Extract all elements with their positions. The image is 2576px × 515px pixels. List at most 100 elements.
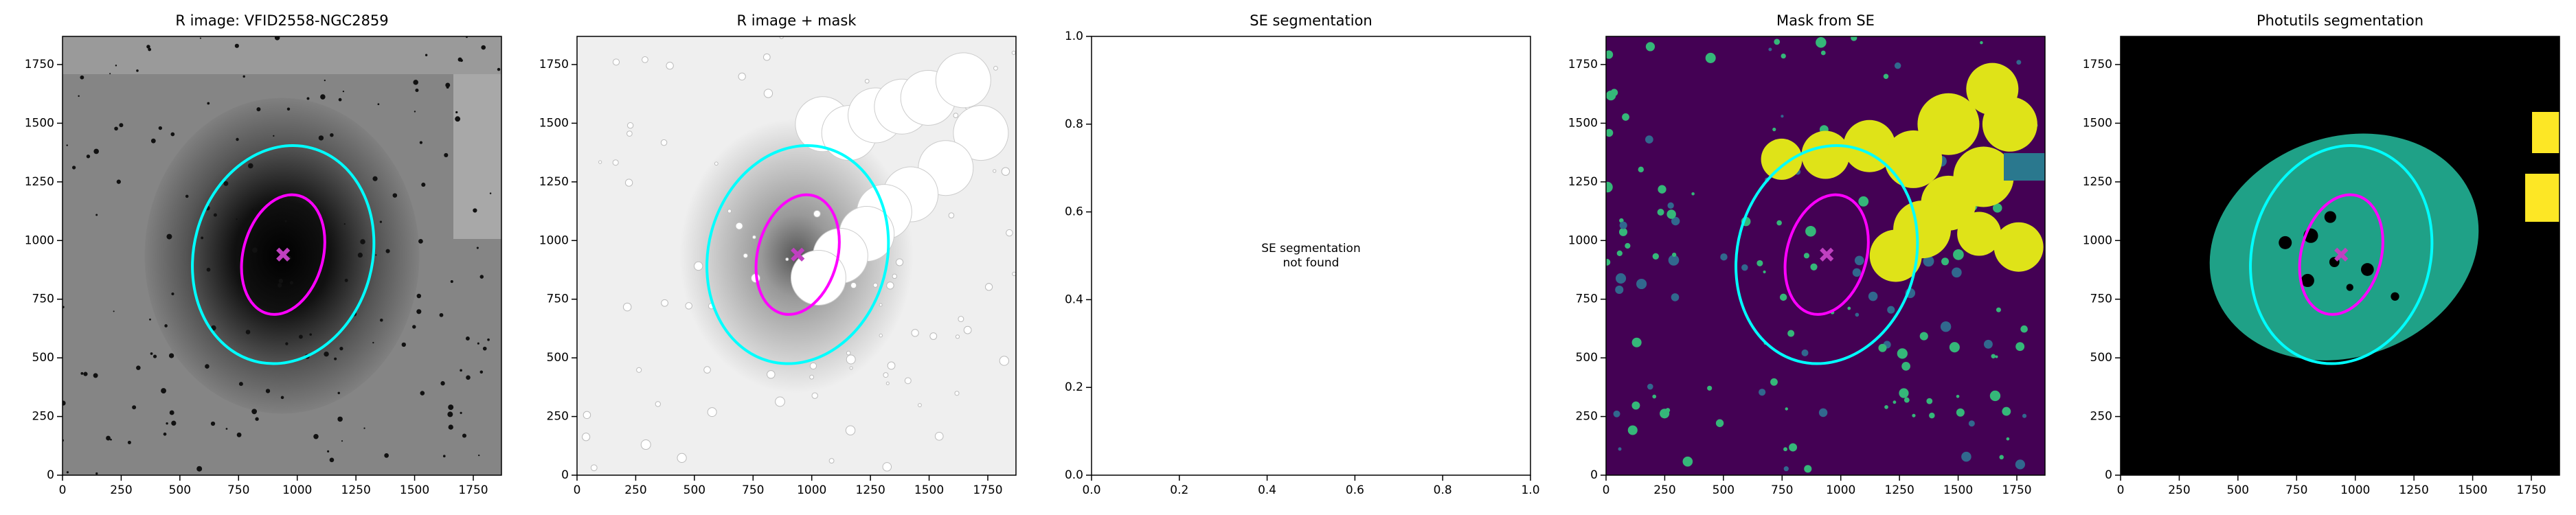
star <box>146 45 150 49</box>
mask-hole <box>872 282 878 288</box>
mask-hole <box>850 282 857 289</box>
mask-source <box>1667 209 1676 219</box>
mask-hole <box>955 334 960 339</box>
mask-hole <box>958 316 964 323</box>
mask-hole <box>813 209 821 218</box>
mask-hole <box>879 333 883 338</box>
x-tick-label: 500 <box>1713 483 1735 497</box>
y-tick-label: 250 <box>547 410 569 424</box>
mask-source <box>1785 407 1788 411</box>
mask-source <box>1672 252 1677 258</box>
mask-source <box>1606 50 1614 59</box>
star <box>329 457 335 463</box>
star <box>136 69 139 72</box>
mask-hole <box>642 56 648 63</box>
mask-source <box>1803 253 1810 259</box>
mask-source <box>1956 394 1960 398</box>
ellipse <box>754 193 841 316</box>
mask-source <box>1631 401 1640 410</box>
mask-source <box>1613 410 1620 417</box>
star <box>379 318 383 322</box>
y-tick-label: 500 <box>2090 351 2112 365</box>
x-tick-label: 250 <box>110 483 132 497</box>
mask-source <box>1789 443 1798 452</box>
mask-blob <box>790 249 846 306</box>
mask-source <box>1989 390 2001 402</box>
mask-hole <box>640 439 651 450</box>
y-tick-label: 1000 <box>2083 233 2112 247</box>
mask-source <box>1897 348 1908 359</box>
star <box>265 389 271 393</box>
mask-blob <box>1843 119 1896 172</box>
star <box>132 405 137 410</box>
segment-hole <box>2301 273 2314 288</box>
mask-hole <box>677 453 687 464</box>
mask-source <box>1707 385 1713 391</box>
x-tick-label: 500 <box>2227 483 2249 497</box>
star <box>161 388 166 394</box>
mask-source <box>1993 203 2002 213</box>
mask-source <box>1618 447 1622 451</box>
mask-source <box>1956 408 1965 417</box>
y-tick-label: 750 <box>1576 293 1598 306</box>
mask-source <box>1671 216 1680 226</box>
annotation: SE segmentation <box>1261 242 1360 255</box>
axes-frame <box>576 36 1017 476</box>
y-tick-label: 1000 <box>25 233 54 247</box>
star <box>114 126 118 131</box>
star <box>306 97 310 100</box>
star <box>421 182 426 187</box>
star <box>63 400 66 406</box>
mask-source <box>2022 413 2027 418</box>
mask-source <box>1847 306 1851 310</box>
y-tick-label: 750 <box>32 293 54 306</box>
star <box>357 252 363 258</box>
star <box>83 371 88 376</box>
x-tick-label: 1750 <box>458 483 488 497</box>
mask-source <box>1801 349 1809 356</box>
y-tick-label: 0 <box>2105 468 2112 482</box>
segment <box>2209 133 2479 360</box>
y-tick-label: 500 <box>1576 351 1598 365</box>
y-tick-label: 1250 <box>25 175 54 189</box>
marker <box>1820 247 1834 262</box>
mask-hole <box>707 407 717 417</box>
mask-hole <box>735 222 743 230</box>
segment-hole <box>2361 263 2374 276</box>
star <box>344 278 348 282</box>
mask-source <box>2006 437 2010 441</box>
star <box>448 424 453 430</box>
x-tick-label: 0 <box>59 483 67 497</box>
y-tick-label: 500 <box>32 351 54 365</box>
star <box>465 336 470 341</box>
x-tick-label: 250 <box>624 483 646 497</box>
star <box>169 410 174 415</box>
mask-source <box>2016 60 2022 65</box>
mask-source <box>1894 62 1901 69</box>
y-tick-label: 1.0 <box>1065 30 1083 43</box>
y-tick-label: 1750 <box>1568 58 1598 71</box>
mask-source <box>1781 53 1786 59</box>
star <box>460 411 462 414</box>
star <box>196 466 203 472</box>
mask-source <box>1774 38 1781 45</box>
y-tick-label: 1250 <box>539 175 569 189</box>
star <box>236 432 242 437</box>
ellipse <box>1735 144 1919 365</box>
mask-hole <box>685 302 692 310</box>
mask-hole <box>954 391 960 396</box>
mask-source <box>1961 451 1971 462</box>
mask-hole <box>1001 167 1010 176</box>
star <box>337 416 343 422</box>
mask-source <box>1627 425 1638 435</box>
mask-hole <box>892 273 897 279</box>
segment-hole <box>2346 284 2353 291</box>
star <box>205 364 210 369</box>
x-tick-label: 1250 <box>856 483 885 497</box>
y-tick-label: 0.6 <box>1065 205 1083 219</box>
mask-source <box>2015 342 2025 352</box>
star <box>206 267 211 272</box>
star <box>166 233 172 240</box>
panel <box>2121 36 2560 475</box>
marker <box>2334 247 2349 262</box>
